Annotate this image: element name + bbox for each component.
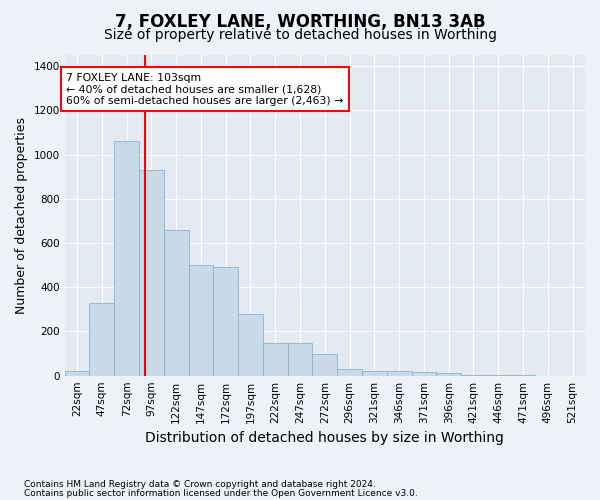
Text: 7 FOXLEY LANE: 103sqm
← 40% of detached houses are smaller (1,628)
60% of semi-d: 7 FOXLEY LANE: 103sqm ← 40% of detached … — [67, 72, 344, 106]
Bar — [287, 342, 313, 376]
Bar — [214, 268, 238, 376]
Bar — [412, 372, 436, 376]
Bar — [139, 170, 164, 376]
Bar — [313, 354, 337, 376]
Bar — [89, 302, 114, 376]
Bar — [263, 342, 287, 376]
Bar — [164, 230, 188, 376]
Bar — [461, 374, 486, 376]
Text: Contains public sector information licensed under the Open Government Licence v3: Contains public sector information licen… — [24, 489, 418, 498]
Bar — [337, 369, 362, 376]
Text: 7, FOXLEY LANE, WORTHING, BN13 3AB: 7, FOXLEY LANE, WORTHING, BN13 3AB — [115, 12, 485, 30]
Text: Contains HM Land Registry data © Crown copyright and database right 2024.: Contains HM Land Registry data © Crown c… — [24, 480, 376, 489]
Y-axis label: Number of detached properties: Number of detached properties — [15, 117, 28, 314]
Bar — [387, 372, 412, 376]
Bar — [436, 374, 461, 376]
X-axis label: Distribution of detached houses by size in Worthing: Distribution of detached houses by size … — [145, 431, 504, 445]
Bar — [362, 372, 387, 376]
Bar — [238, 314, 263, 376]
Bar — [65, 372, 89, 376]
Bar — [114, 142, 139, 376]
Text: Size of property relative to detached houses in Worthing: Size of property relative to detached ho… — [104, 28, 497, 42]
Bar — [188, 265, 214, 376]
